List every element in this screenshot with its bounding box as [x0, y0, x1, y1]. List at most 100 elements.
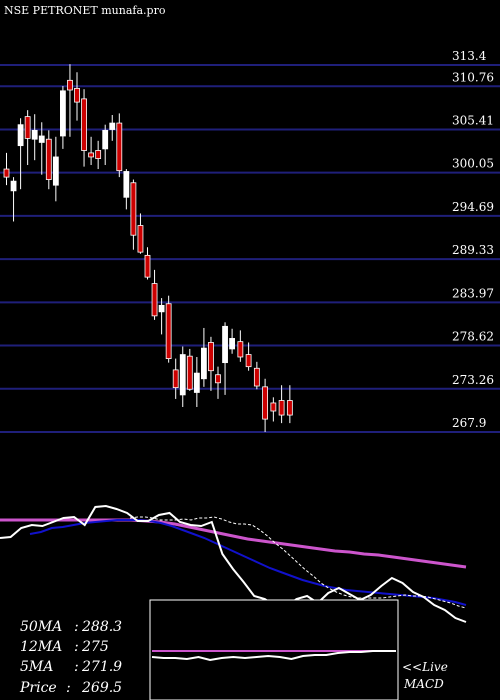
candle: [130, 179, 137, 250]
candle-body-up: [109, 122, 116, 130]
candle: [193, 356, 200, 407]
candle: [95, 140, 102, 170]
candle-body-down: [137, 225, 144, 253]
candle-body-up: [10, 180, 17, 192]
candle-body-down: [81, 98, 87, 151]
candle-body-down: [45, 138, 52, 180]
candle-body-down: [144, 254, 151, 278]
candle: [123, 169, 130, 210]
candle: [52, 136, 59, 202]
candle: [179, 346, 186, 407]
candle: [31, 114, 38, 161]
candle-body-up: [222, 325, 228, 364]
candle: [3, 152, 10, 186]
candle: [38, 122, 45, 175]
candle-body-down: [130, 182, 137, 236]
candle-body-up: [158, 304, 165, 313]
candle: [88, 136, 94, 166]
stat-sep-5ma: :: [74, 659, 79, 675]
price-tick-label: 313.4: [452, 49, 487, 63]
candle-body-up: [31, 129, 38, 140]
candle-body-down: [172, 369, 179, 389]
candle-body-up: [123, 171, 130, 198]
candle: [144, 247, 151, 280]
price-tick-label: 294.69: [452, 200, 494, 214]
candle: [109, 115, 116, 141]
stat-sep-50ma: :: [74, 619, 79, 635]
candle-body-up: [60, 90, 66, 137]
candle: [24, 110, 31, 166]
candle-body-down: [278, 400, 285, 416]
stat-sep-price: :: [66, 680, 71, 696]
live-label: <<Live: [402, 660, 448, 674]
candle: [278, 385, 285, 424]
candle-body-down: [3, 168, 10, 178]
candle: [237, 330, 244, 362]
price-tick-label: 273.26: [452, 373, 494, 387]
candle-body-down: [24, 116, 31, 139]
candle-body-down: [67, 79, 73, 91]
price-tick-labels: 313.4 310.76 305.41 300.05 294.69 289.33 283.9…: [452, 49, 494, 430]
candle: [172, 358, 179, 399]
macd-panel: [151, 650, 396, 662]
ma-mid-line: [29, 519, 467, 606]
candle-body-down: [165, 303, 172, 359]
candle: [137, 213, 144, 254]
candle-body-down: [286, 400, 293, 416]
stat-value-price: 269.5: [81, 680, 122, 696]
candle: [17, 118, 24, 190]
candle-body-up: [179, 354, 186, 396]
candle: [253, 361, 260, 390]
candlesticks: [3, 64, 293, 432]
candle: [215, 366, 221, 399]
candle: [245, 342, 252, 371]
candle-body-down: [95, 150, 102, 159]
stat-label-50ma: 50MA: [20, 619, 62, 635]
price-tick-label: 278.62: [452, 330, 494, 344]
candle-body-down: [74, 87, 80, 103]
candle: [102, 124, 109, 166]
candle: [81, 89, 87, 167]
macd-line: [151, 650, 396, 662]
candle-body-up: [17, 124, 24, 147]
stat-value-50ma: 288.3: [81, 619, 122, 635]
stat-label-5ma: 5MA: [20, 659, 53, 675]
candle-body-down: [262, 386, 269, 420]
candle-body-down: [208, 342, 214, 372]
candle: [262, 378, 269, 432]
candle-body-up: [229, 338, 236, 350]
candle-body-up: [52, 156, 59, 186]
candle-body-down: [253, 367, 260, 387]
candle: [222, 322, 228, 395]
candle: [286, 385, 293, 424]
candle-body-down: [88, 152, 94, 158]
candle-body-down: [116, 122, 123, 172]
candle: [116, 113, 123, 178]
candle: [10, 177, 17, 222]
stat-label-12ma: 12MA: [20, 639, 62, 655]
candle: [200, 327, 207, 387]
stat-sep-12ma: :: [74, 639, 79, 655]
candle: [229, 328, 236, 354]
price-tick-label: 283.97: [452, 286, 494, 300]
candle-body-down: [270, 402, 277, 412]
stat-label-price: Price: [19, 680, 57, 696]
candle: [270, 397, 277, 422]
price-tick-label: 310.76: [452, 70, 494, 84]
candle: [67, 64, 73, 137]
candle-body-up: [193, 372, 200, 393]
candle: [165, 295, 172, 363]
price-line: [0, 504, 467, 623]
candle: [186, 348, 193, 391]
stats-block: 50MA : 288.3 12MA : 275 5MA : 271.9 Pric…: [19, 619, 122, 696]
price-tick-label: 300.05: [452, 157, 494, 171]
candle-body-down: [215, 374, 221, 384]
price-tick-label: 289.33: [452, 243, 494, 257]
price-tick-label: 267.9: [452, 416, 486, 430]
price-tick-label: 305.41: [452, 113, 494, 127]
candle: [158, 298, 165, 335]
candle: [151, 269, 158, 320]
stat-value-12ma: 275: [81, 639, 109, 655]
